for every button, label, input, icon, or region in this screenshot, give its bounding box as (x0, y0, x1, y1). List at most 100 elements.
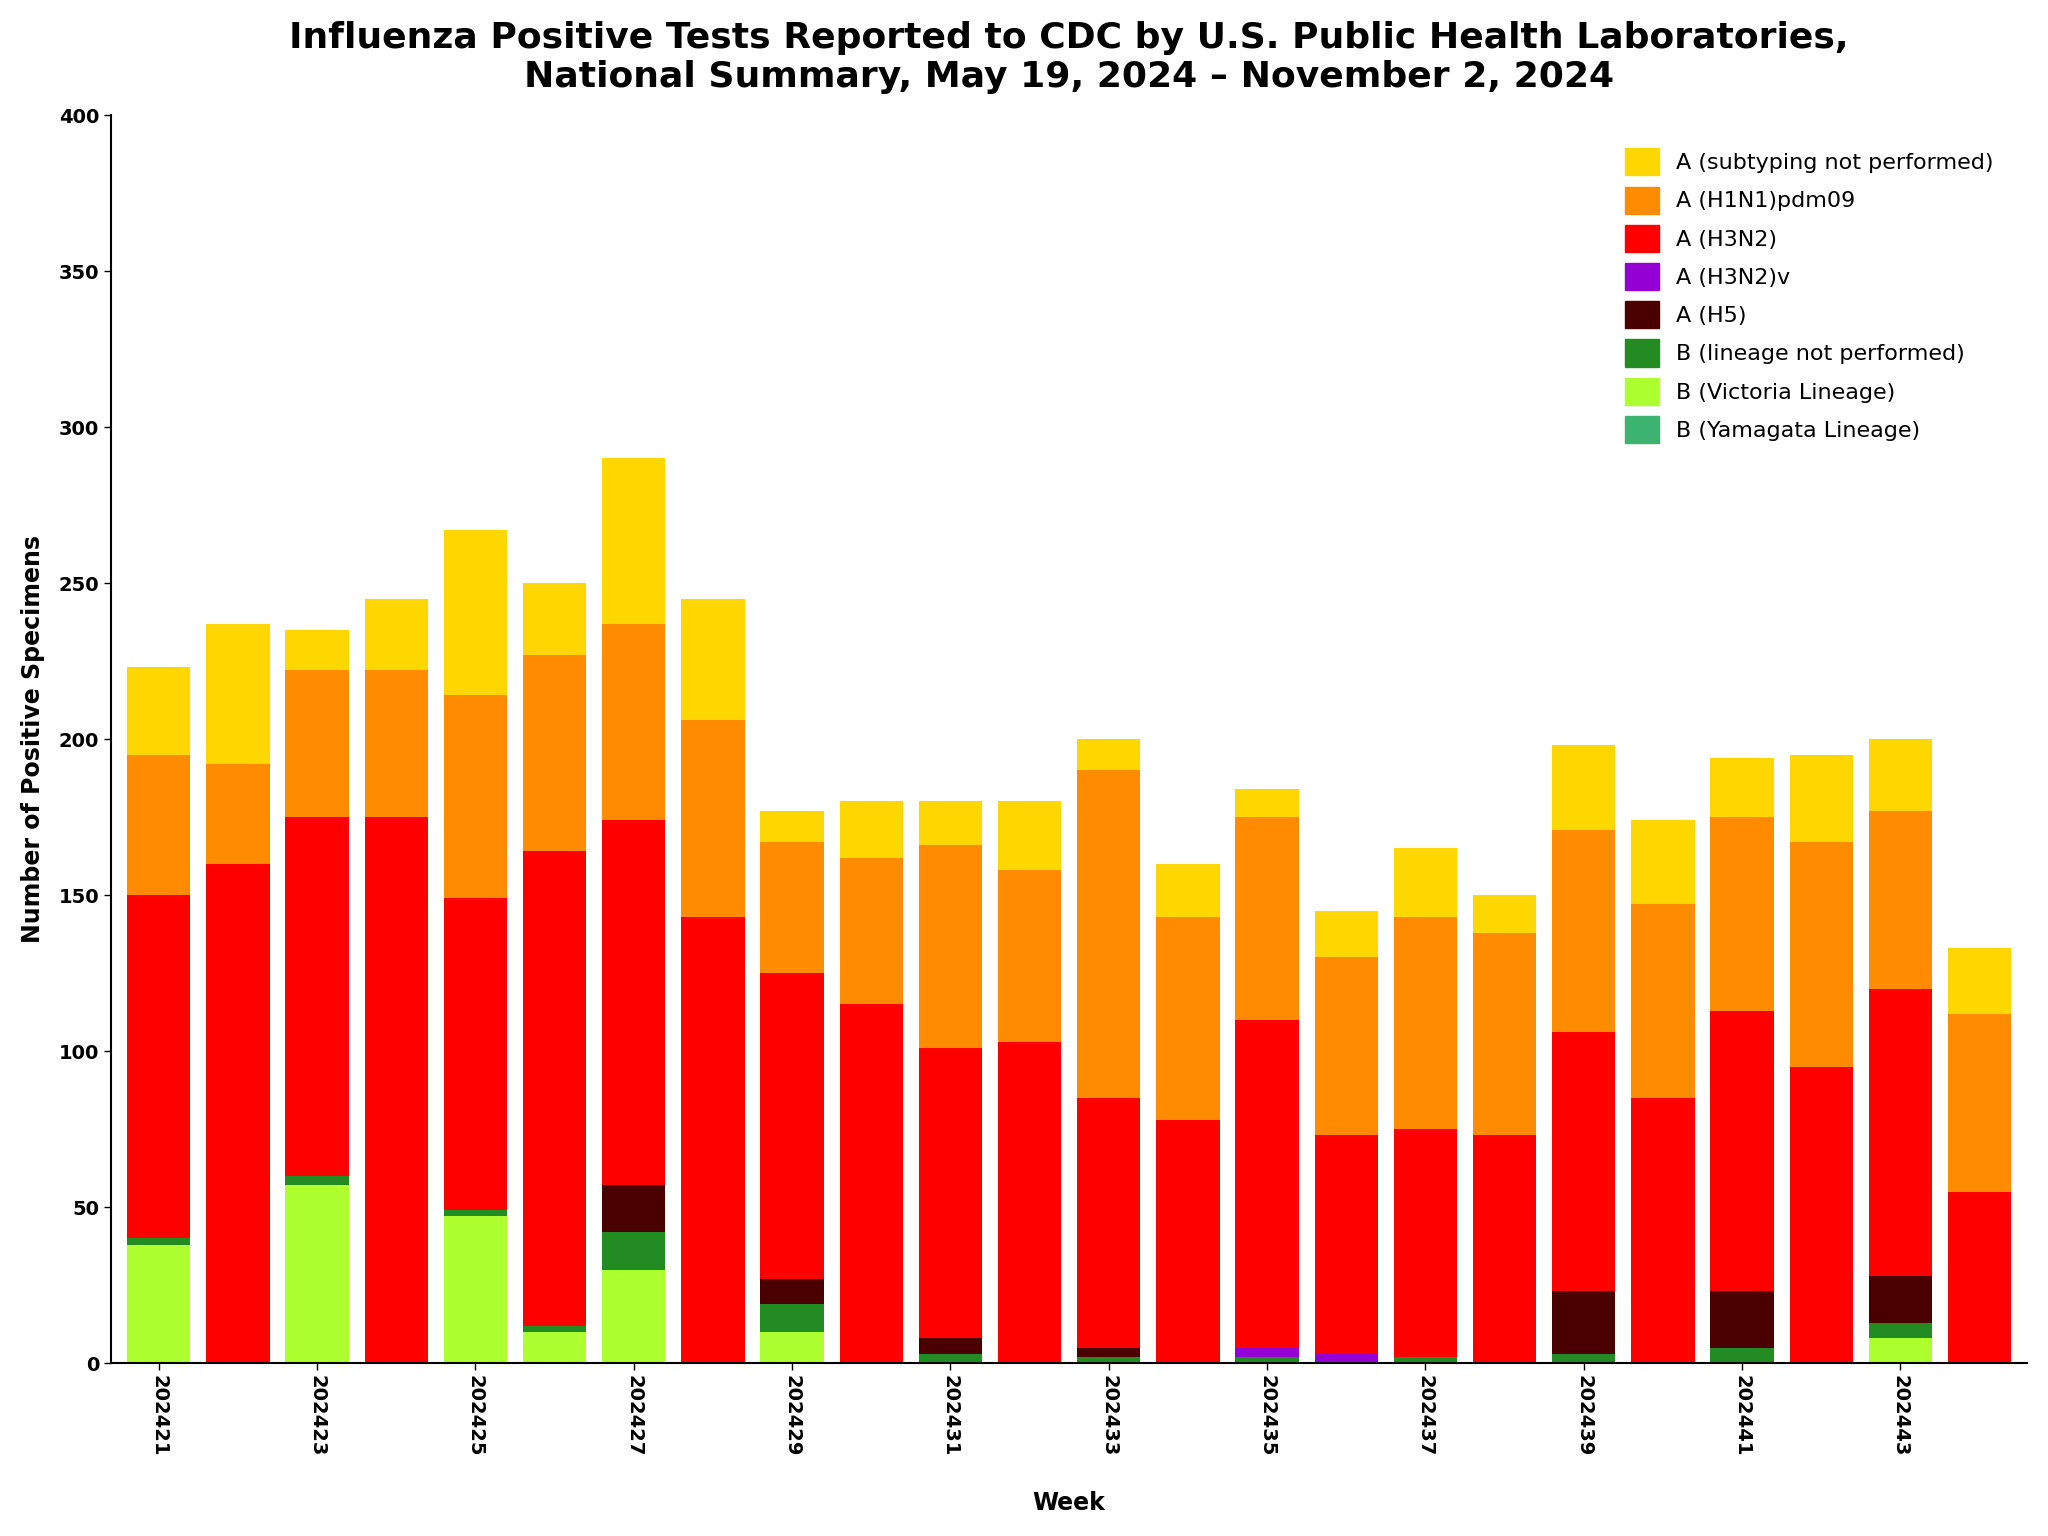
Bar (1235, 790, 1298, 817)
Bar (1077, 1347, 1141, 1356)
Bar (1315, 911, 1378, 957)
Bar (1077, 770, 1141, 1098)
Bar (1235, 1020, 1298, 1347)
Bar (1552, 1353, 1616, 1362)
Bar (1315, 957, 1378, 1135)
Bar (840, 802, 903, 857)
Bar (522, 584, 586, 654)
Bar (1870, 811, 1931, 989)
Bar (840, 1005, 903, 1362)
Bar (997, 869, 1061, 1041)
Bar (760, 1279, 823, 1304)
Bar (1077, 1356, 1141, 1362)
Bar (285, 1186, 348, 1362)
Bar (1870, 739, 1931, 811)
Bar (365, 817, 428, 1362)
Bar (997, 802, 1061, 869)
Title: Influenza Positive Tests Reported to CDC by U.S. Public Health Laboratories,
Nat: Influenza Positive Tests Reported to CDC… (289, 22, 1849, 94)
Bar (1157, 917, 1221, 1120)
Bar (1552, 1032, 1616, 1292)
Bar (444, 1217, 508, 1362)
Bar (760, 974, 823, 1279)
Bar (1473, 932, 1536, 1135)
Bar (920, 1048, 983, 1338)
Bar (1710, 1292, 1774, 1347)
Bar (1315, 1353, 1378, 1362)
Bar (127, 667, 190, 754)
Bar (444, 696, 508, 899)
Bar (602, 1232, 666, 1270)
Y-axis label: Number of Positive Specimens: Number of Positive Specimens (20, 535, 45, 943)
Bar (1077, 739, 1141, 770)
Bar (1235, 1356, 1298, 1362)
Bar (444, 1210, 508, 1217)
Bar (285, 1177, 348, 1186)
Bar (1710, 1347, 1774, 1362)
Bar (127, 895, 190, 1238)
Bar (1632, 1098, 1694, 1362)
Bar (1552, 1292, 1616, 1353)
Bar (682, 599, 745, 720)
Bar (1870, 1338, 1931, 1362)
Bar (1790, 1066, 1853, 1362)
Bar (760, 1304, 823, 1332)
Bar (127, 1238, 190, 1244)
Bar (1710, 1011, 1774, 1292)
Bar (1552, 829, 1616, 1032)
Bar (1395, 1356, 1456, 1362)
Bar (1235, 1347, 1298, 1356)
Bar (127, 754, 190, 895)
Bar (1552, 745, 1616, 829)
Bar (840, 857, 903, 1005)
Bar (1157, 863, 1221, 917)
Bar (760, 1332, 823, 1362)
X-axis label: Week: Week (1032, 1491, 1106, 1514)
Bar (444, 899, 508, 1210)
Bar (682, 917, 745, 1362)
Bar (1948, 948, 2011, 1014)
Bar (602, 624, 666, 820)
Bar (1710, 757, 1774, 817)
Bar (522, 654, 586, 851)
Bar (1395, 848, 1456, 917)
Bar (285, 817, 348, 1177)
Bar (602, 820, 666, 1186)
Bar (1157, 1120, 1221, 1362)
Bar (1790, 842, 1853, 1066)
Bar (920, 1338, 983, 1353)
Bar (1870, 989, 1931, 1276)
Bar (1235, 817, 1298, 1020)
Bar (997, 1041, 1061, 1362)
Bar (682, 720, 745, 917)
Bar (207, 624, 270, 763)
Legend: A (subtyping not performed), A (H1N1)pdm09, A (H3N2), A (H3N2)v, A (H5), B (line: A (subtyping not performed), A (H1N1)pdm… (1604, 126, 2015, 465)
Bar (1870, 1276, 1931, 1322)
Bar (365, 599, 428, 670)
Bar (285, 630, 348, 670)
Bar (760, 811, 823, 842)
Bar (444, 530, 508, 696)
Bar (920, 845, 983, 1048)
Bar (1315, 1135, 1378, 1353)
Bar (127, 1244, 190, 1362)
Bar (602, 1270, 666, 1362)
Bar (285, 670, 348, 817)
Bar (602, 1186, 666, 1232)
Bar (1395, 1129, 1456, 1356)
Bar (1632, 820, 1694, 905)
Bar (522, 1332, 586, 1362)
Bar (760, 842, 823, 974)
Bar (522, 1326, 586, 1332)
Bar (1710, 817, 1774, 1011)
Bar (920, 802, 983, 845)
Bar (1790, 754, 1853, 842)
Bar (365, 670, 428, 817)
Bar (1473, 1135, 1536, 1362)
Bar (1870, 1322, 1931, 1338)
Bar (602, 458, 666, 624)
Bar (1395, 917, 1456, 1129)
Bar (1948, 1014, 2011, 1192)
Bar (522, 851, 586, 1326)
Bar (1077, 1098, 1141, 1347)
Bar (1632, 905, 1694, 1098)
